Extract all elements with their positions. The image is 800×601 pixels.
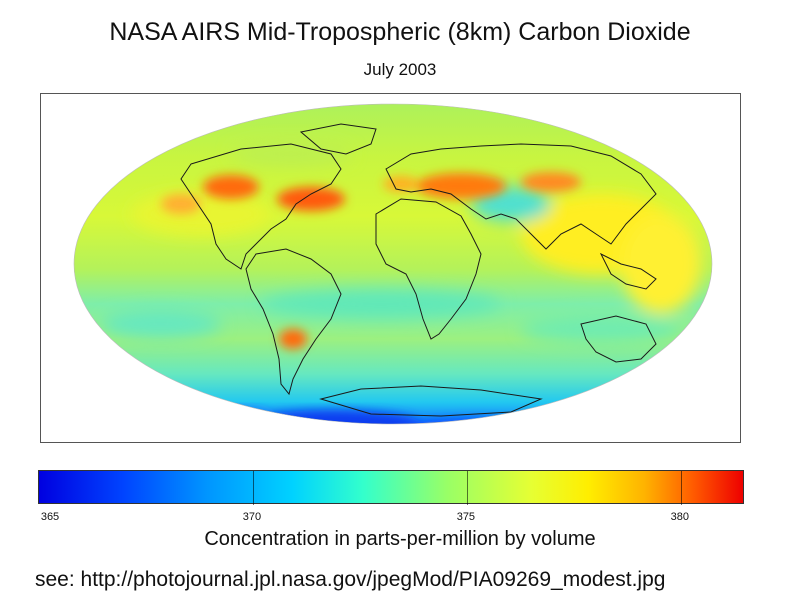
colorbar-tick-label: 370 xyxy=(242,511,262,523)
coastlines xyxy=(180,123,657,417)
colorbar-tick-mark xyxy=(680,471,682,505)
colorbar-label: Concentration in parts-per-million by vo… xyxy=(204,528,596,550)
colorbar-tick-mark xyxy=(252,471,254,505)
colorbar-tick-label: 365 xyxy=(40,511,60,523)
map-subtitle: July 2003 xyxy=(363,60,437,79)
co2-field xyxy=(74,104,712,424)
colorbar-tick-label: 375 xyxy=(456,511,476,523)
map-title: NASA AIRS Mid-Tropospheric (8km) Carbon … xyxy=(109,18,691,46)
colorbar-tick-label: 380 xyxy=(670,511,689,523)
world-co2-map xyxy=(73,103,713,425)
colorbar xyxy=(38,470,744,505)
map-frame xyxy=(40,93,741,443)
source-note: see: http://photojournal.jpl.nasa.gov/jp… xyxy=(35,568,666,591)
colorbar-tick-mark xyxy=(466,471,468,505)
